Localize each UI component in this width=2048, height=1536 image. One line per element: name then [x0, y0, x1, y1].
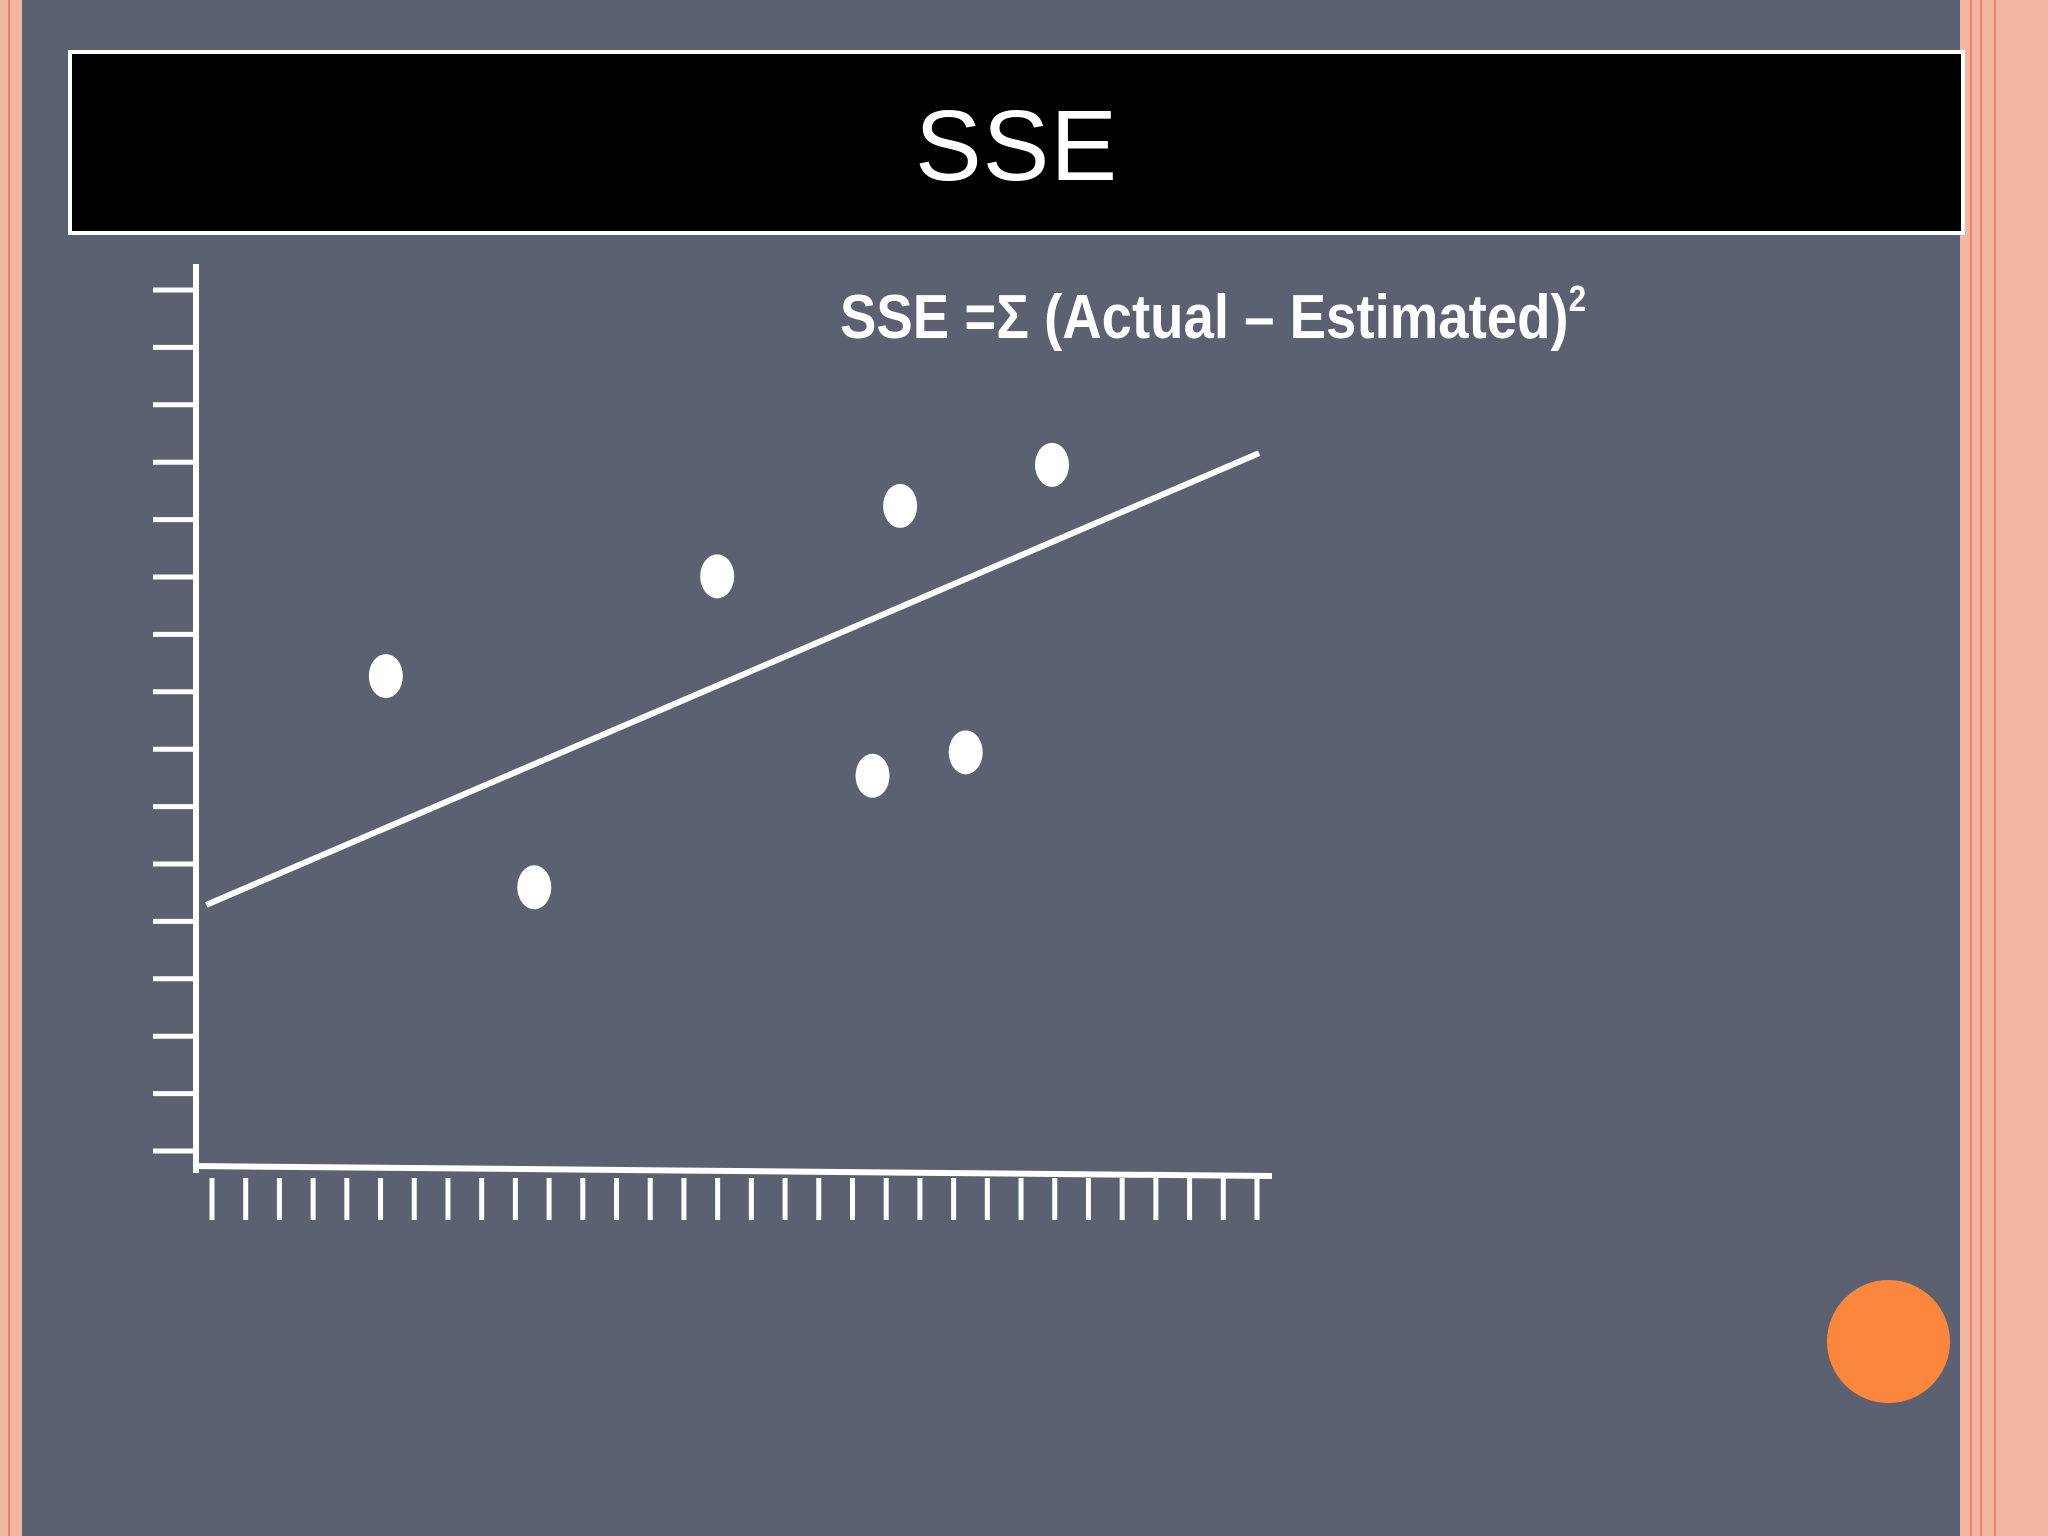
data-point [700, 554, 735, 599]
data-point [883, 483, 918, 528]
title-bar: SSE [68, 50, 1965, 235]
slide-border-right [1960, 0, 2048, 1536]
data-point [855, 753, 890, 798]
data-point [517, 865, 552, 910]
sse-formula: SSE =Σ (Actual – Estimated)2 [840, 278, 1586, 353]
slide-title: SSE [914, 90, 1119, 202]
data-point [1035, 442, 1069, 487]
trend-line [205, 450, 1261, 908]
decorative-orange-circle [1827, 1280, 1950, 1403]
data-point [948, 730, 983, 775]
slide-border-left [0, 0, 22, 1536]
formula-exponent: 2 [1568, 278, 1587, 319]
data-point [368, 654, 403, 699]
formula-text: SSE =Σ (Actual – Estimated) [840, 283, 1569, 352]
x-axis [192, 1163, 1273, 1179]
